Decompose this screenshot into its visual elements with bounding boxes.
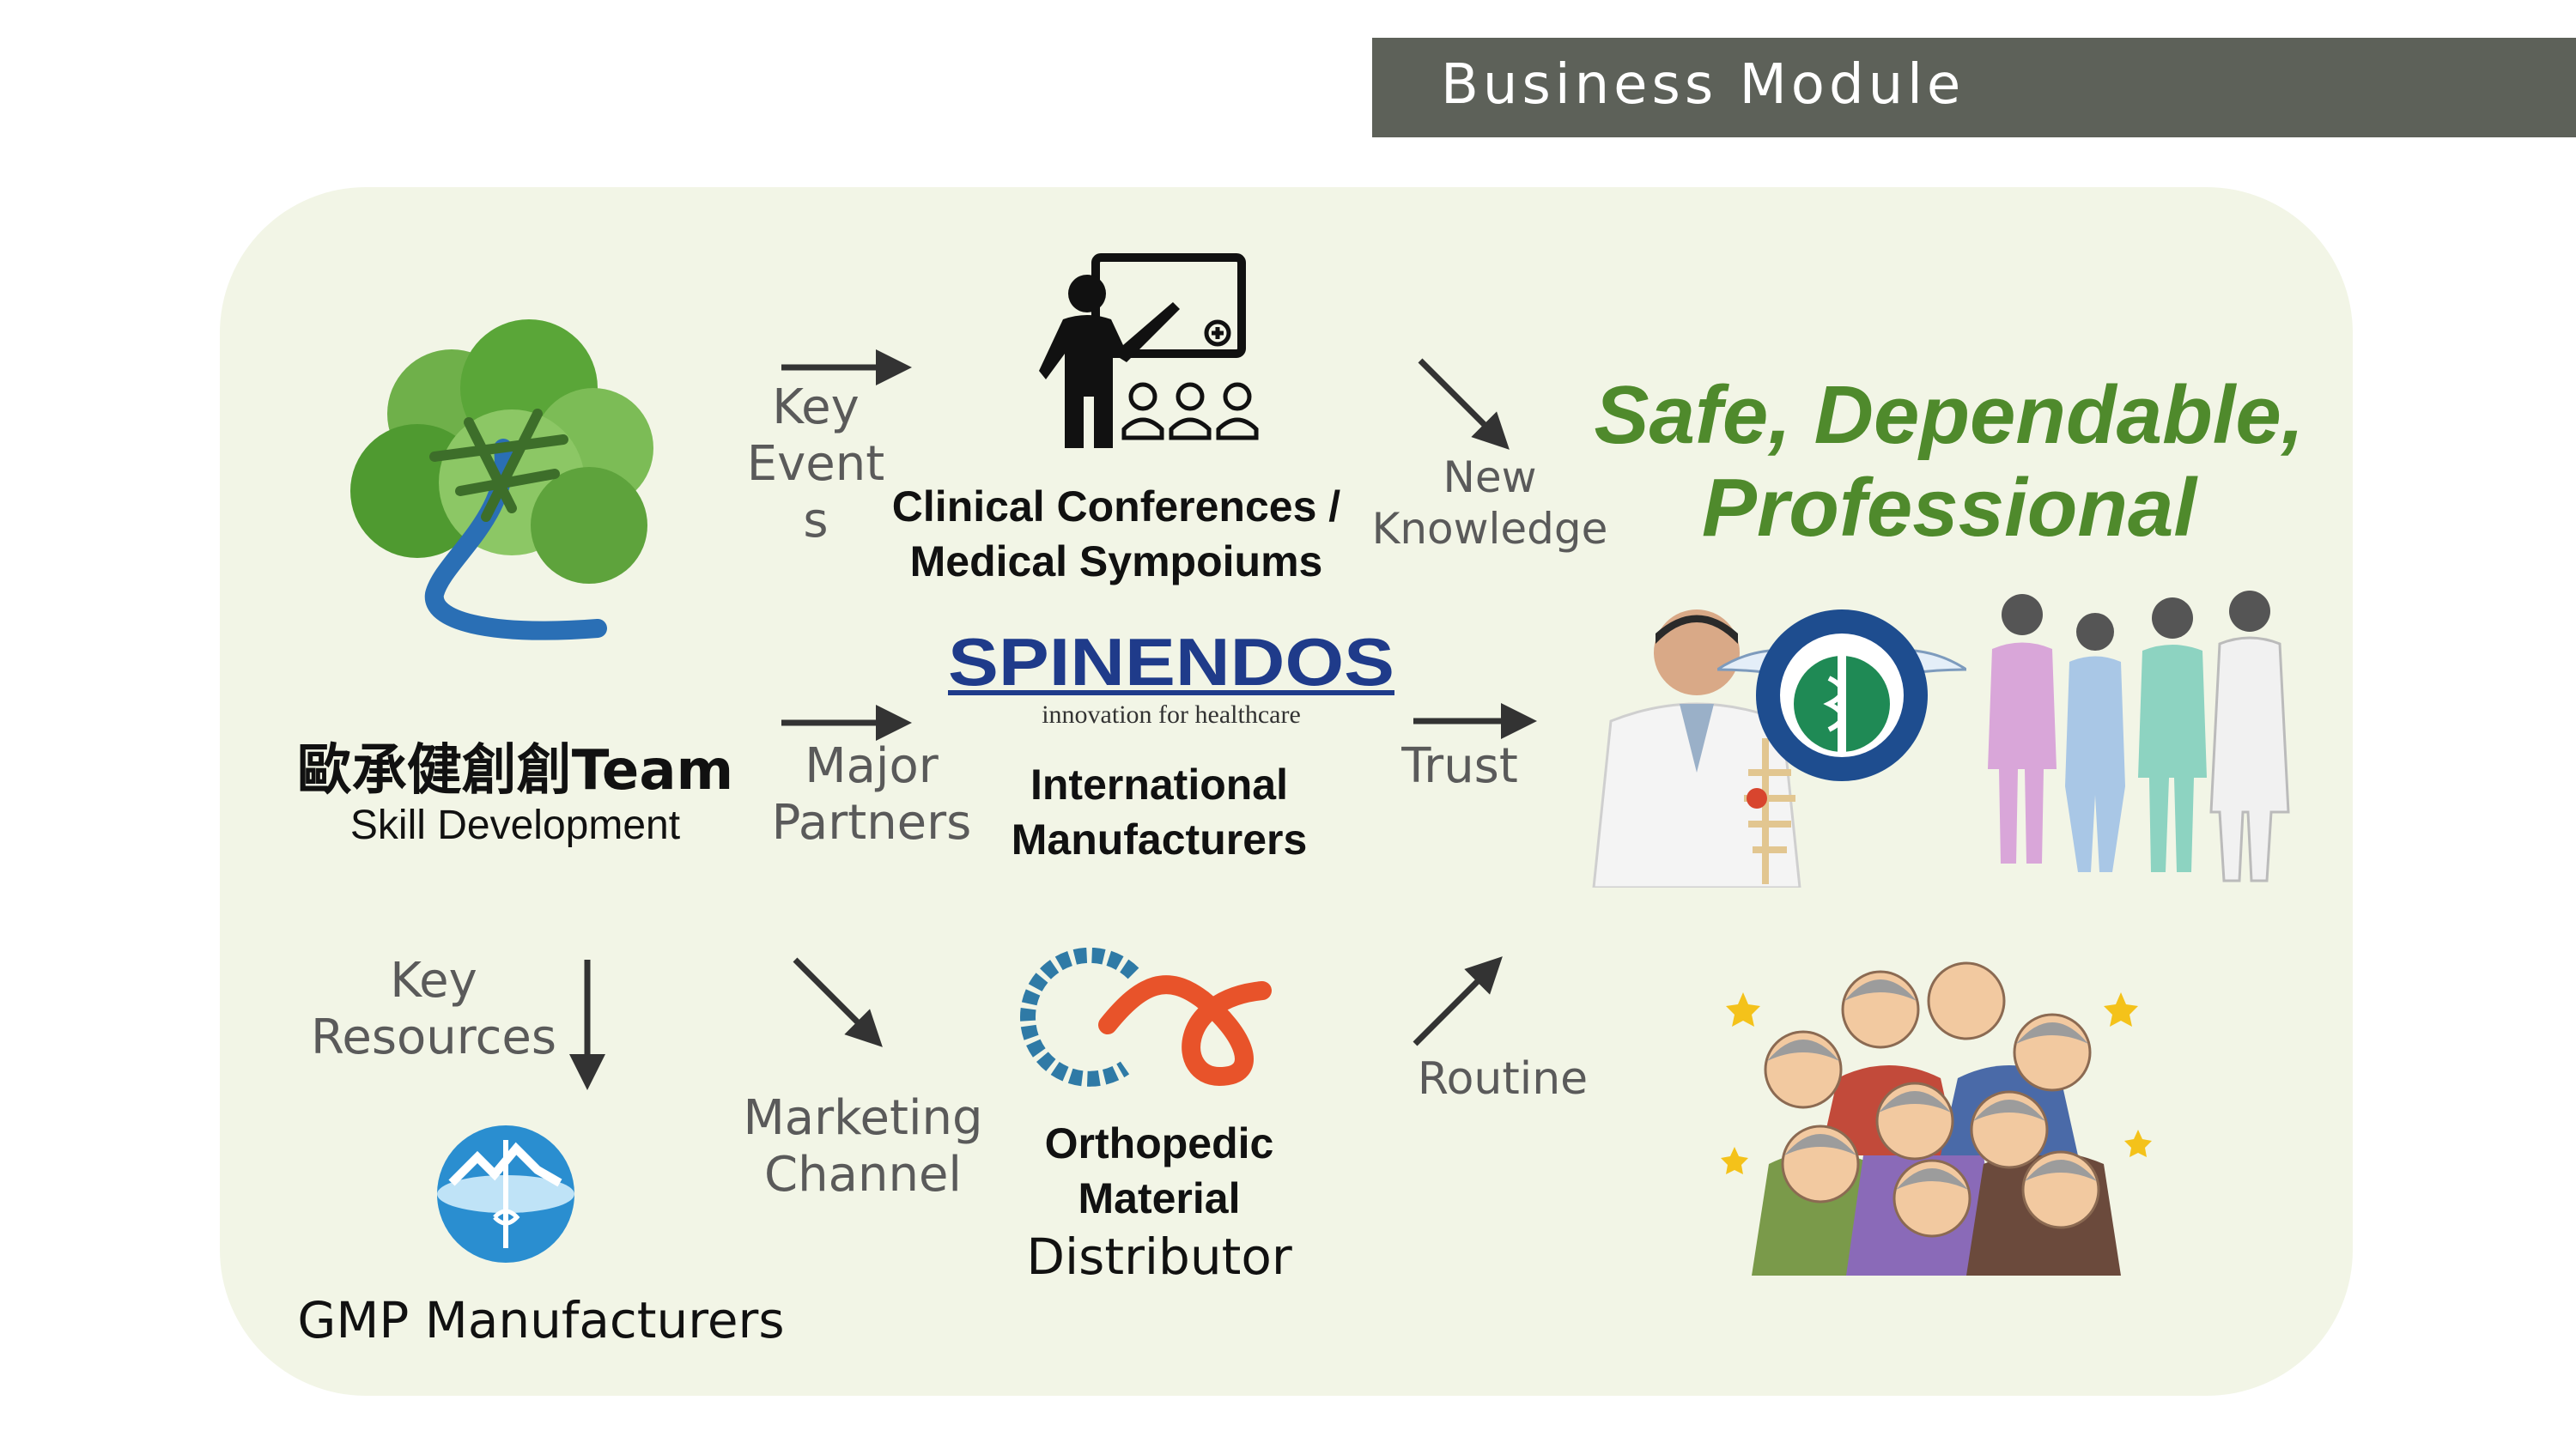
spinendos-tagline: innovation for healthcare	[1042, 700, 1301, 729]
spinendos-wordmark-text: SPINENDOS	[948, 632, 1394, 700]
spinendos-logo: SPINENDOS innovation for healthcare	[948, 624, 1394, 743]
arrow-new-knowledge	[1418, 358, 1510, 450]
tree-logo	[350, 319, 653, 640]
arrow-marketing-channel	[793, 957, 883, 1047]
conferences-label: Clinical Conferences / Medical Sympoiums	[891, 482, 1341, 585]
distributor-label: Orthopedic Material Distributor	[1026, 1119, 1292, 1286]
spinendos-wordmark: SPINENDOS	[948, 624, 1394, 700]
team-subtitle: Skill Development	[349, 803, 681, 848]
flow-trust: Trust	[1401, 738, 1518, 794]
distributor-logo	[1020, 948, 1272, 1087]
arrow-routine	[1413, 956, 1503, 1046]
page-title: Business Module	[1441, 53, 1965, 117]
gmp-label: GMP Manufacturers	[297, 1291, 785, 1349]
flow-key-resources: Key Resources	[311, 953, 556, 1065]
flow-routine: Routine	[1417, 1053, 1589, 1105]
header-bar: Business Module	[1372, 38, 2576, 137]
flow-marketing-channel: Marketing Channel	[743, 1090, 983, 1203]
doctor-photo	[1577, 601, 1834, 888]
manufacturers-label: International Manufacturers	[1011, 761, 1308, 864]
medical-staff-icon	[1988, 591, 2290, 882]
flow-major-partners: Major Partners	[771, 738, 972, 851]
hospital-seal-icon	[1717, 609, 1966, 781]
conference-icon	[1039, 253, 1259, 448]
elderly-crowd-icon	[1717, 941, 2164, 1276]
team-name: 歐承健創創Team	[296, 739, 734, 803]
gmp-globe-icon	[437, 1125, 574, 1263]
flow-key-events: Key Event s	[746, 379, 885, 549]
flow-new-knowledge: New Knowledge	[1371, 452, 1608, 554]
tagline: Safe, Dependable, Professional	[1594, 369, 2305, 554]
